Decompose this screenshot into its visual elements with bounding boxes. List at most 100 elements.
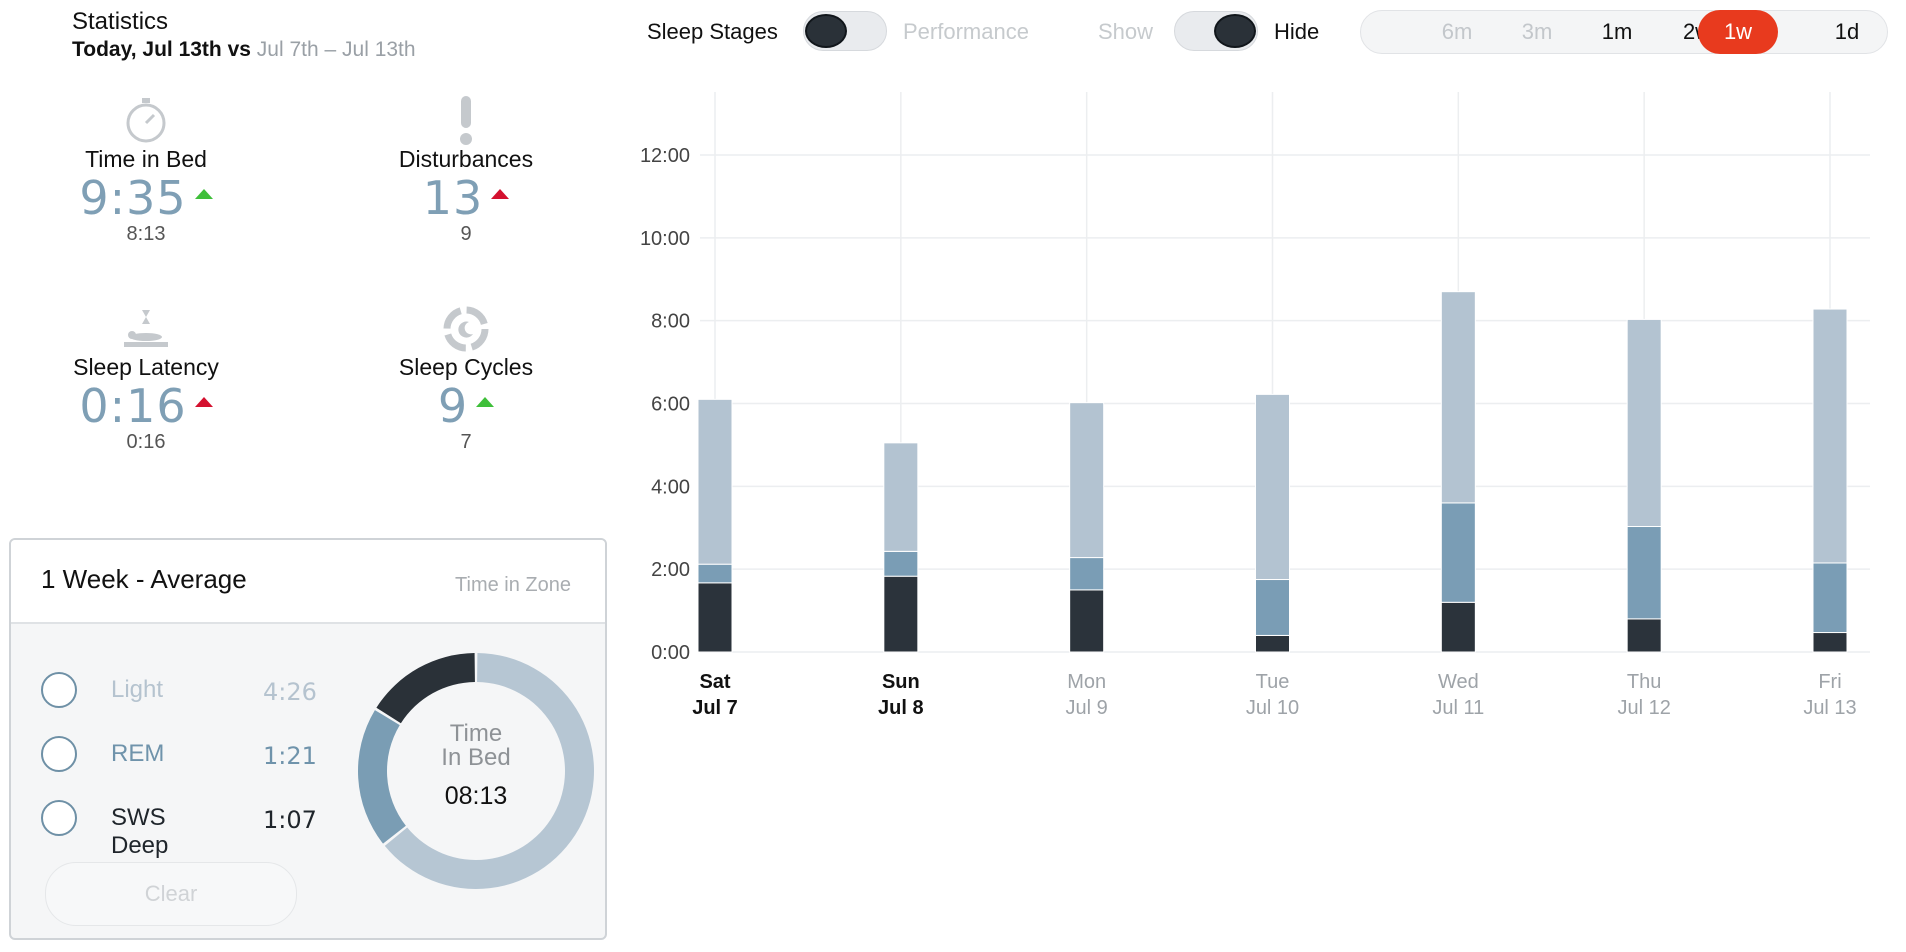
current-date: Today, Jul 13th vs [72,38,251,61]
donut-center-label: Time In Bed 08:13 [396,722,556,811]
bar-rem[interactable] [883,550,919,577]
stat-time-in-bed: Time in Bed 9:35 8:13 [26,96,266,246]
bar-light[interactable] [1812,308,1848,564]
bar-sws-deep[interactable] [1440,601,1476,653]
stat-label: Sleep Cycles [398,354,534,380]
select-radio[interactable] [41,672,77,708]
time-in-bed-donut [358,653,594,889]
x-tick-date: Jul 13 [1803,697,1856,719]
stat-value: 13 [346,171,586,225]
bar-light[interactable] [883,442,919,552]
bar-light[interactable] [1255,393,1290,581]
donut-label-line1: Time [449,720,503,747]
x-axis-labels: Sat Jul 7 Sun Jul 8 Mon Jul 9 Tue Jul 10 Wed Jul … [692,671,1856,719]
person-lying-icon [26,304,266,354]
bar-rem[interactable] [697,563,733,584]
time-range-selector: 6m 3m 1m 2w 1w 1d [1360,10,1888,54]
bar-rem[interactable] [1255,579,1290,636]
y-tick-label: 2:00 [651,559,690,581]
stat-previous: 0:16 [126,431,166,453]
stat-previous: 8:13 [126,223,166,245]
select-radio[interactable] [41,800,77,836]
trend-up-icon [491,188,510,199]
stat-value: 9 [346,379,586,433]
x-tick-date: Jul 11 [1432,697,1484,719]
performance-label[interactable]: Performance [903,19,1029,44]
bar-light[interactable] [697,398,733,565]
range-3m[interactable]: 3m [1521,19,1553,44]
stat-previous: 9 [460,223,472,245]
x-tick-day: Sun [882,671,920,693]
range-1m[interactable]: 1m [1601,19,1633,44]
y-axis-ticks: 0:00 2:00 4:00 6:00 8:00 10:00 12:00 [640,145,690,664]
stat-label: Sleep Latency [73,354,219,380]
donut-segment-deep [376,653,475,724]
donut-value: 08:13 [444,782,508,810]
range-6m[interactable]: 6m [1441,19,1473,44]
stat-label: Time in Bed [85,146,207,172]
stat-value: 0:16 [26,379,266,433]
bar-rem[interactable] [1069,557,1105,591]
stat-label: Disturbances [398,146,534,172]
bar-sws-deep[interactable] [1626,618,1662,653]
show-label[interactable]: Show [1098,19,1154,44]
x-tick-day: Thu [1627,671,1661,693]
bar-rem[interactable] [1812,562,1848,634]
stat-sleep-cycles: Sleep Cycles 9 7 [346,304,586,454]
bar-sws-deep[interactable] [697,582,733,653]
y-tick-label: 10:00 [640,228,690,250]
bar-sws-deep[interactable] [1812,632,1848,653]
card-header: 1 Week - Average Time in Zone [11,540,605,624]
hide-label[interactable]: Hide [1274,19,1320,44]
trend-up-icon [194,188,213,199]
x-tick-date: Jul 9 [1066,697,1108,719]
bar-rem[interactable] [1440,502,1476,603]
x-tick-date: Jul 8 [878,697,924,719]
x-tick-date: Jul 7 [692,697,738,719]
stages-performance-toggle[interactable] [803,11,887,51]
stopwatch-icon [26,96,266,146]
y-tick-label: 6:00 [651,394,690,416]
weekly-average-card: 1 Week - Average Time in Zone Light 4:26… [9,538,607,940]
donut-segment-rem [358,710,406,844]
range-1w[interactable]: 1w [1698,10,1778,54]
y-tick-label: 8:00 [651,311,690,333]
donut-segment-light [384,653,594,889]
show-hide-toggle[interactable] [1174,11,1258,51]
donut-label-line2: In Bed [441,744,511,771]
x-tick-day: Wed [1438,671,1479,693]
trend-up-icon [476,396,495,407]
zone-time: 1:21 [263,742,317,770]
trend-up-icon [194,396,213,407]
stat-disturbances: Disturbances 13 9 [346,96,586,246]
zone-time: 1:07 [263,806,317,834]
range-1d[interactable]: 1d [1834,19,1860,44]
zone-name: Light [111,676,164,703]
bar-sws-deep[interactable] [1069,589,1105,653]
bar-rem[interactable] [1626,526,1662,620]
chart-bars [697,291,1848,653]
stat-previous: 7 [460,431,472,453]
sleep-stages-label[interactable]: Sleep Stages [647,19,778,44]
bar-light[interactable] [1626,318,1662,528]
date-comparison: Today, Jul 13th vs Jul 7th – Jul 13th [72,38,416,62]
y-tick-label: 4:00 [651,476,690,498]
bar-sws-deep[interactable] [883,575,919,653]
bar-light[interactable] [1069,402,1105,559]
stat-sleep-latency: Sleep Latency 0:16 0:16 [26,304,266,454]
x-tick-date: Jul 10 [1246,697,1299,719]
select-radio[interactable] [41,736,77,772]
exclamation-icon [346,96,586,146]
zone-name: REM [111,740,165,767]
bar-light[interactable] [1440,291,1476,504]
x-tick-day: Mon [1067,671,1106,693]
y-tick-label: 12:00 [640,145,690,167]
comparison-range: Jul 7th – Jul 13th [256,38,416,61]
x-tick-day: Sat [699,671,730,693]
clear-button[interactable]: Clear [45,862,297,926]
toggle-knob[interactable] [1214,14,1256,48]
toggle-knob[interactable] [805,14,847,48]
x-tick-day: Fri [1818,671,1841,693]
bar-sws-deep[interactable] [1255,634,1290,653]
